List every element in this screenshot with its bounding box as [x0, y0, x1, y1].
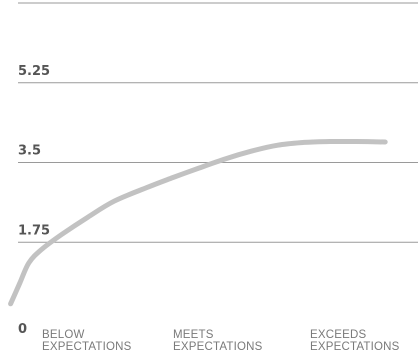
y-tick-label: 3.5 — [18, 144, 41, 159]
x-category-label-line: EXPECTATIONS — [310, 341, 400, 353]
y-tick-labels: 7.05.253.51.750 — [18, 64, 50, 337]
x-category-label-line: EXPECTATIONS — [173, 341, 263, 353]
series-line — [8, 138, 388, 307]
x-category-label: BELOW EXPECTATIONS — [42, 329, 132, 353]
x-category-label: MEETS EXPECTATIONS — [173, 329, 263, 353]
y-tick-label: 0 — [18, 322, 27, 337]
gridlines — [18, 2, 418, 243]
x-category-label: EXCEEDS EXPECTATIONS — [310, 329, 400, 353]
x-category-label-line: MEETS — [173, 329, 214, 341]
y-tick-label: 1.75 — [18, 223, 50, 238]
x-category-label-line: EXCEEDS — [310, 329, 366, 341]
x-category-label-line: EXPECTATIONS — [42, 341, 132, 353]
x-category-label-line: BELOW — [42, 329, 85, 341]
y-tick-label: 5.25 — [18, 64, 50, 79]
